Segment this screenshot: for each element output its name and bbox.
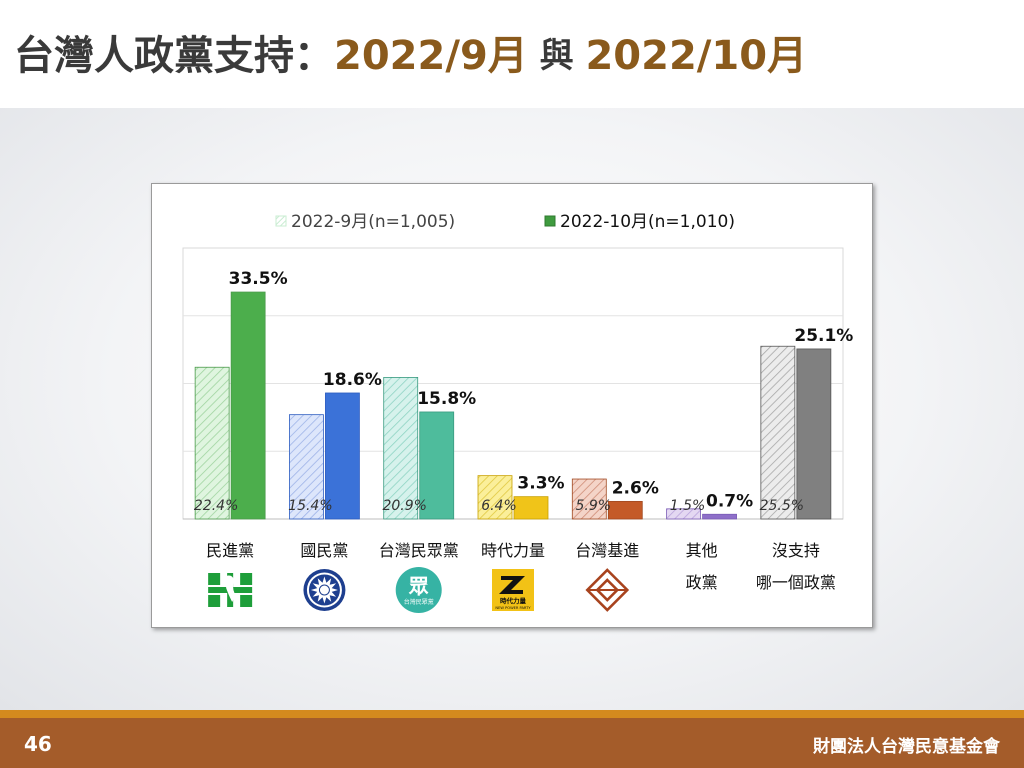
bar-group-1: 22.4% 33.5% 民進黨: [194, 269, 288, 560]
data-label-series-1: 1.5%: [670, 498, 706, 514]
npp-logo-mark: [499, 576, 525, 594]
bar-group-5: 5.9%2.6% 台灣基進: [571, 478, 659, 560]
data-label-series-2: 25.1%: [794, 326, 853, 346]
bar-group-4: 6.4%3.3% 時代力量: [477, 474, 565, 560]
footer-bar: 46 財團法人台灣民意基金會: [0, 718, 1024, 768]
legend-label-series-1: 2022-9月(n=1,005): [291, 212, 455, 232]
slide-title: 台灣人政黨支持： 2022/9月 與 2022/10月: [14, 22, 807, 82]
npp-logo-text: 時代力量: [500, 596, 527, 605]
data-label-series-1: 20.9%: [382, 498, 426, 514]
tsp-logo-inner: [595, 578, 620, 602]
bar-series-1: [194, 366, 230, 520]
legend-swatch-series-2: [544, 215, 556, 227]
chart-panel: 2022-9月(n=1,005) 2022-10月(n=1,010) 22.4% 33…: [151, 183, 873, 628]
legend: 2022-9月(n=1,005) 2022-10月(n=1,010): [275, 212, 735, 232]
category-label: 台灣民眾黨: [379, 541, 459, 560]
bar-series-1: [477, 475, 513, 520]
bar-series-2: [796, 348, 832, 520]
legend-label-series-2: 2022-10月(n=1,010): [560, 212, 735, 232]
tpp-logo-char: 眾: [408, 574, 429, 598]
bar-series-2: [419, 411, 455, 520]
dpp-logo-square: [240, 573, 253, 585]
data-label-series-2: 3.3%: [517, 474, 564, 494]
category-label: 沒支持: [772, 541, 820, 560]
data-label-series-1: 15.4%: [288, 498, 332, 514]
bar-series-2: [325, 392, 360, 520]
title-period-1: 2022/9月: [334, 33, 528, 79]
bar-series-2: [230, 291, 266, 520]
party-support-chart: 2022-9月(n=1,005) 2022-10月(n=1,010) 22.4% 33…: [182, 212, 854, 613]
data-label-series-2: 18.6%: [323, 370, 382, 390]
data-label-series-1: 25.5%: [760, 498, 804, 514]
category-label: 台灣基進: [575, 541, 639, 560]
category-label: 時代力量: [481, 541, 545, 560]
category-label: 政黨: [686, 573, 718, 592]
title-period-2: 2022/10月: [585, 33, 808, 79]
tsp-logo-icon: [585, 568, 630, 612]
data-label-series-2: 2.6%: [612, 478, 659, 498]
tpp-logo-text: 台灣民眾黨: [404, 598, 434, 606]
page-number: 46: [24, 732, 52, 756]
bar-series-1: [760, 345, 796, 520]
tpp-logo-circle: [395, 567, 442, 613]
organization-name: 財團法人台灣民意基金會: [813, 737, 1000, 757]
dpp-logo-icon: [208, 573, 253, 607]
category-label: 哪一個政黨: [756, 573, 836, 592]
bar-group-2: 15.4% 18.6% 國民黨: [288, 370, 382, 560]
data-label-series-2: 15.8%: [417, 389, 476, 409]
bar-series-1: [289, 414, 324, 520]
title-prefix: 台灣人政黨支持：: [14, 33, 334, 79]
dpp-logo-square: [240, 595, 253, 607]
category-label: 國民黨: [300, 541, 348, 560]
bar-series-2: [607, 500, 643, 520]
tsp-logo-diamond: [585, 568, 630, 612]
legend-swatch-series-1: [275, 215, 287, 227]
category-label: 民進黨: [206, 541, 254, 560]
dpp-logo-island: [226, 575, 235, 602]
data-label-series-2: 33.5%: [229, 269, 288, 289]
data-label-series-1: 5.9%: [575, 498, 611, 514]
bar-series-2: [702, 513, 737, 520]
title-join: 與: [527, 35, 586, 76]
category-label: 其他: [686, 541, 718, 560]
data-label-series-2: 0.7%: [706, 491, 753, 511]
bar-series-1: [666, 508, 701, 520]
kmt-logo-center: [319, 585, 329, 595]
footer-accent-strip: [0, 710, 1024, 718]
bar-series-1: [383, 377, 419, 520]
dpp-logo-square: [208, 595, 221, 607]
data-label-series-1: 22.4%: [194, 498, 238, 514]
bar-series-2: [513, 496, 549, 520]
bar-series-1: [571, 478, 607, 520]
bar-group-3: 20.9% 15.8% 台灣民眾黨: [379, 377, 476, 560]
kmt-logo-icon: [303, 569, 346, 611]
dpp-logo-square: [208, 573, 221, 585]
npp-logo-subtext: NEW POWER PARTY: [495, 606, 531, 610]
data-label-series-1: 6.4%: [481, 498, 517, 514]
